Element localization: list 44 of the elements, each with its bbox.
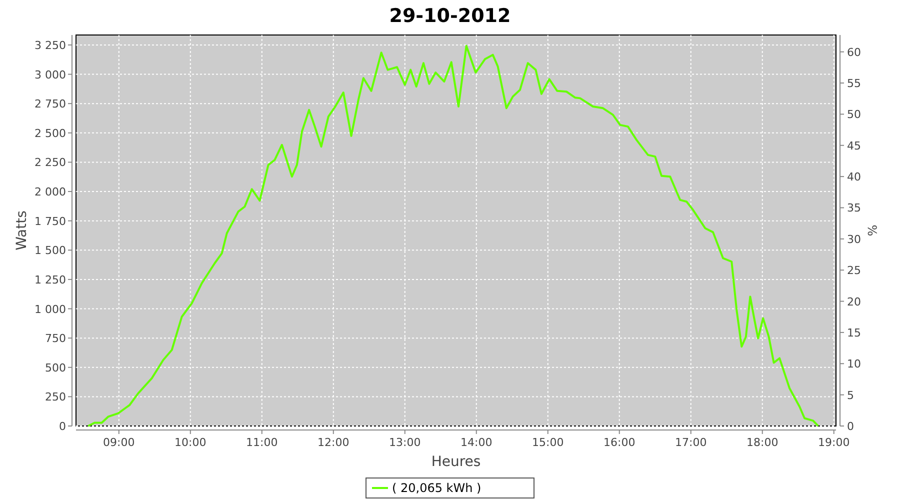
x-tick-label: 09:00 <box>103 436 135 449</box>
x-tick-label: 18:00 <box>746 436 778 449</box>
y-tick-label: 2 000 <box>34 186 66 199</box>
x-tick-label: 11:00 <box>246 436 278 449</box>
y-tick-label: 1 750 <box>34 214 66 228</box>
y-axis-title: Watts <box>14 210 30 250</box>
y2-tick-label: 30 <box>847 232 861 246</box>
y-tick-label: 0 <box>59 420 66 433</box>
y-tick-label: 2 250 <box>34 156 66 170</box>
legend-label: ( 20,065 kWh ) <box>392 481 482 495</box>
x-axis-title: Heures <box>431 454 481 470</box>
y2-tick-label: 10 <box>847 358 861 371</box>
y2-axis-title: % <box>865 224 879 236</box>
y2-tick-label: 50 <box>847 108 861 122</box>
x-tick-label: 19:00 <box>818 436 850 449</box>
y-tick-label: 2 500 <box>34 126 66 140</box>
y-tick-label: 3 250 <box>34 38 66 52</box>
x-tick-label: 10:00 <box>174 436 206 449</box>
y2-tick-label: 60 <box>847 46 861 59</box>
x-tick-label: 15:00 <box>532 436 564 449</box>
chart-title: 29-10-2012 <box>389 5 511 27</box>
y2-tick-label: 55 <box>847 77 861 90</box>
y-tick-label: 1 250 <box>34 273 66 286</box>
y-tick-label: 2 750 <box>34 98 66 111</box>
y2-tick-label: 0 <box>847 420 854 433</box>
y2-tick-label: 25 <box>847 264 861 278</box>
y2-tick-label: 20 <box>847 295 861 308</box>
y2-tick-label: 35 <box>847 202 861 215</box>
x-tick-label: 12:00 <box>318 436 350 449</box>
y2-tick-label: 40 <box>847 170 861 184</box>
y2-tick-label: 5 <box>847 388 854 402</box>
y-tick-label: 1 000 <box>34 302 66 316</box>
y2-tick-label: 15 <box>847 326 861 340</box>
x-tick-label: 16:00 <box>604 436 636 449</box>
y-tick-label: 1 500 <box>34 244 66 258</box>
y-tick-label: 500 <box>45 361 66 374</box>
line-series <box>87 44 820 427</box>
x-tick-label: 13:00 <box>389 436 421 449</box>
y-tick-label: 3 000 <box>34 68 66 82</box>
x-tick-label: 14:00 <box>460 436 492 449</box>
y2-tick-label: 45 <box>847 139 861 152</box>
x-tick-label: 17:00 <box>675 436 707 449</box>
y-tick-label: 750 <box>45 332 66 346</box>
y-tick-label: 250 <box>45 390 66 404</box>
